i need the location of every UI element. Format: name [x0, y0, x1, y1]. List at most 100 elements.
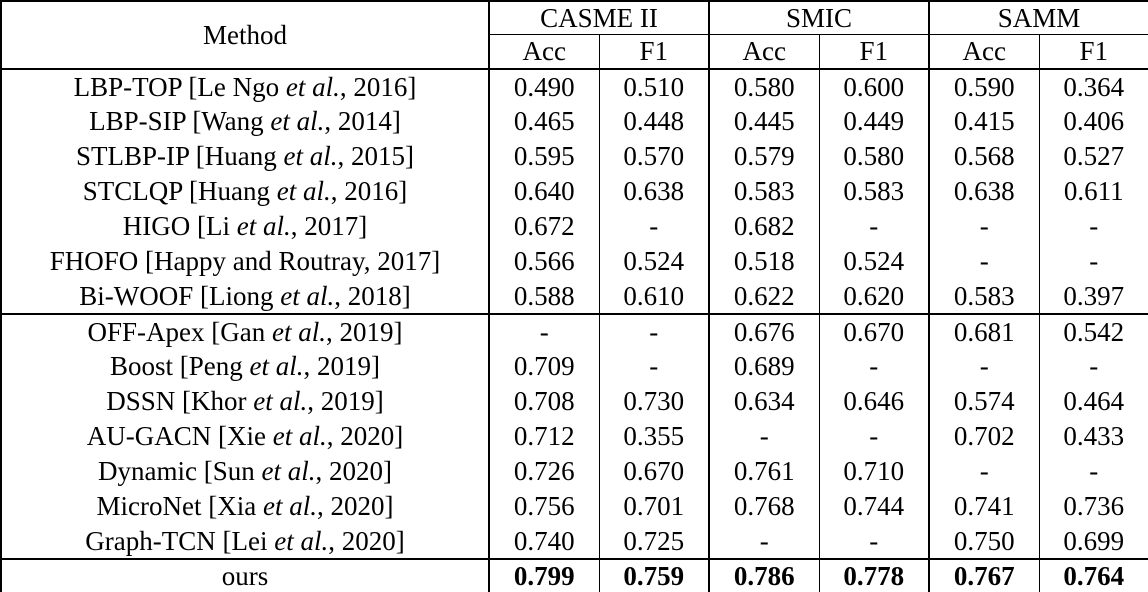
value-cell: 0.570 [598, 139, 710, 174]
method-year: , 2020] [315, 456, 392, 486]
method-year: , 2014] [324, 106, 401, 136]
value-cell: 0.566 [488, 244, 599, 279]
value-cell: 0.465 [488, 104, 599, 139]
value-cell: 0.574 [928, 384, 1040, 419]
value-cell: - [928, 454, 1040, 489]
value-cell: 0.568 [928, 139, 1040, 174]
method-name: AU-GACN [Xie [86, 421, 273, 451]
method-cell: DSSN [Khor et al., 2019] [1, 384, 489, 419]
method-etal: et al. [270, 106, 325, 136]
value-cell: 0.709 [488, 349, 599, 384]
method-cell: FHOFO [Happy and Routray, 2017] [1, 244, 489, 279]
value-cell: - [708, 524, 820, 560]
method-name: ours [221, 561, 269, 591]
table-row: HIGO [Li et al., 2017] 0.672 - 0.682 - -… [1, 209, 1148, 244]
method-cell: Graph-TCN [Lei et al., 2020] [1, 524, 489, 560]
col-header-samm: SAMM [928, 1, 1148, 35]
value-cell: 0.611 [1038, 174, 1148, 209]
value-cell: 0.701 [598, 489, 710, 524]
col-header-samm-acc: Acc [928, 34, 1040, 70]
col-header-casme2: CASME II [487, 1, 710, 35]
col-header-smic-acc: Acc [708, 34, 820, 70]
value-cell: - [598, 314, 710, 349]
table-row: AU-GACN [Xie et al., 2020] 0.712 0.355 -… [1, 419, 1148, 454]
value-cell: 0.638 [928, 174, 1040, 209]
method-etal: et al. [285, 71, 340, 102]
table-row: DSSN [Khor et al., 2019] 0.708 0.730 0.6… [1, 384, 1148, 419]
method-name: FHOFO [Happy and Routray, 2017] [49, 246, 441, 276]
table-row: LBP-TOP [Le Ngo et al., 2016] 0.490 0.51… [1, 69, 1148, 104]
value-cell: 0.672 [488, 209, 599, 244]
value-cell: 0.712 [488, 419, 599, 454]
value-cell: 0.580 [708, 69, 820, 104]
value-cell: - [1038, 349, 1148, 384]
value-cell: 0.620 [818, 279, 930, 315]
method-cell: HIGO [Li et al., 2017] [1, 209, 489, 244]
value-cell: 0.741 [928, 489, 1040, 524]
value-cell: 0.761 [708, 454, 820, 489]
value-cell: - [1038, 454, 1148, 489]
method-cell: MicroNet [Xia et al., 2020] [1, 489, 489, 524]
method-year: , 2017] [290, 211, 368, 241]
value-cell: 0.646 [818, 384, 930, 419]
col-header-casme2-acc: Acc [488, 34, 599, 70]
value-cell: 0.590 [928, 69, 1040, 104]
method-etal: et al. [276, 176, 331, 206]
value-cell: 0.510 [598, 69, 710, 104]
method-cell: Dynamic [Sun et al., 2020] [1, 454, 489, 489]
value-cell: 0.449 [818, 104, 930, 139]
value-cell: 0.764 [1038, 559, 1148, 592]
table-row: Dynamic [Sun et al., 2020] 0.726 0.670 0… [1, 454, 1148, 489]
method-name: DSSN [Khor [106, 386, 254, 416]
method-etal: et al. [272, 421, 327, 451]
method-name: STCLQP [Huang [82, 176, 277, 206]
method-etal: et al. [253, 386, 308, 416]
value-cell: 0.768 [708, 489, 820, 524]
value-cell: 0.676 [708, 314, 820, 349]
method-cell: LBP-SIP [Wang et al., 2014] [1, 104, 489, 139]
value-cell: 0.524 [818, 244, 930, 279]
col-header-smic-f1: F1 [818, 34, 930, 70]
method-year: , 2015] [337, 141, 415, 171]
value-cell: 0.600 [818, 69, 930, 104]
method-name: STLBP-IP [Huang [76, 141, 284, 171]
value-cell: 0.583 [928, 279, 1040, 315]
value-cell: - [598, 209, 710, 244]
method-etal: et al. [261, 456, 316, 486]
value-cell: 0.670 [818, 314, 930, 349]
value-cell: 0.397 [1038, 279, 1148, 315]
table-row: STCLQP [Huang et al., 2016] 0.640 0.638 … [1, 174, 1148, 209]
value-cell: - [1038, 244, 1148, 279]
value-cell: - [488, 314, 599, 349]
col-header-method: Method [1, 1, 490, 70]
value-cell: - [1038, 209, 1148, 244]
value-cell: 0.433 [1038, 419, 1148, 454]
value-cell: 0.708 [488, 384, 599, 419]
value-cell: 0.710 [818, 454, 930, 489]
method-etal: et al. [236, 211, 291, 241]
value-cell: 0.406 [1038, 104, 1148, 139]
value-cell: 0.756 [488, 489, 599, 524]
method-cell: Bi-WOOF [Liong et al., 2018] [1, 279, 489, 315]
value-cell: 0.750 [928, 524, 1040, 560]
method-year: , 2018] [334, 280, 411, 311]
value-cell: 0.588 [488, 279, 599, 315]
method-etal: et al. [283, 141, 338, 171]
value-cell: 0.725 [598, 524, 710, 560]
method-name: HIGO [Li [122, 211, 237, 241]
value-cell: 0.681 [928, 314, 1040, 349]
value-cell: 0.726 [488, 454, 599, 489]
method-cell: Boost [Peng et al., 2019] [1, 349, 489, 384]
value-cell: 0.736 [1038, 489, 1148, 524]
value-cell: - [598, 349, 710, 384]
value-cell: - [708, 419, 820, 454]
value-cell: 0.670 [598, 454, 710, 489]
method-cell: ours [1, 559, 489, 592]
method-etal: et al. [262, 491, 317, 521]
col-header-casme2-f1: F1 [598, 34, 710, 70]
value-cell: 0.364 [1038, 69, 1148, 104]
value-cell: 0.640 [488, 174, 599, 209]
value-cell: 0.702 [928, 419, 1040, 454]
